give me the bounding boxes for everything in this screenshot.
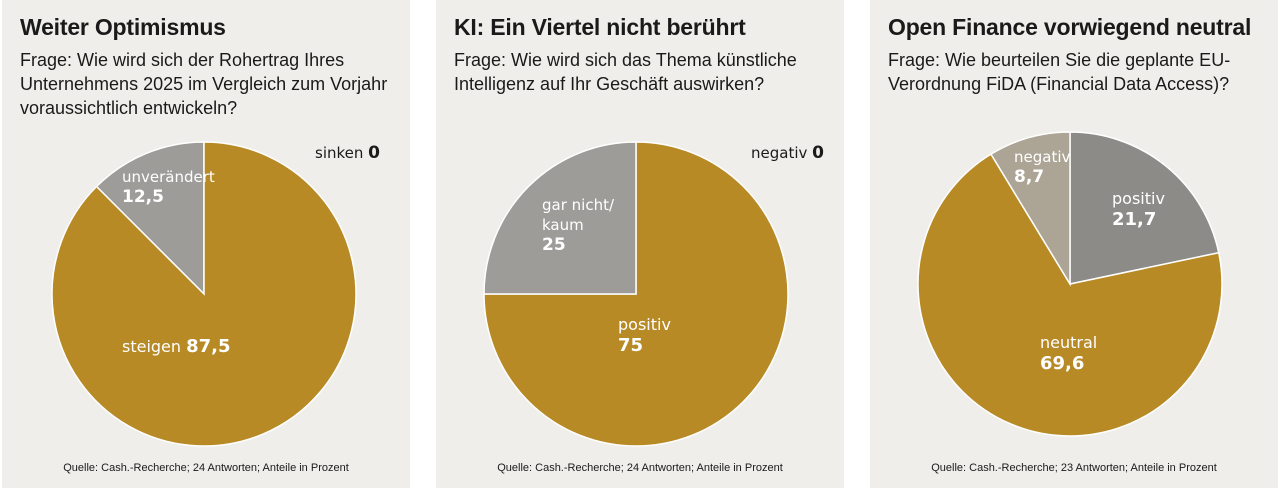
pie-chart: positiv 75 gar nicht/kaum 25 negativ 0 [483, 141, 824, 447]
source-note: Quelle: Cash.-Recherche; 24 Antworten; A… [63, 462, 349, 474]
chart-panel-3: Open Finance vorwiegend neutral Frage: W… [870, 0, 1278, 488]
pie-slice-positiv [1069, 131, 1220, 285]
pie-slice-positiv [483, 141, 789, 447]
slice-label: gar nicht/kaum 25 [542, 196, 615, 255]
chart-panel-2: KI: Ein Viertel nicht berührt Frage: Wie… [436, 0, 844, 488]
slice-label: negativ 0 [751, 143, 824, 163]
chart-title: Open Finance vorwiegend neutral [888, 14, 1252, 40]
slice-label: positiv 75 [618, 315, 671, 356]
source-note: Quelle: Cash.-Recherche; 23 Antworten; A… [931, 462, 1217, 474]
pie-slice-negativ [989, 131, 1071, 287]
pie-slice-unverändert [95, 141, 205, 296]
slice-label: positiv 21,7 [1112, 189, 1165, 230]
pie-slice-neutral [917, 153, 1223, 437]
pie-chart: steigen 87,5 unverändert 12,5 sinken 0 [51, 141, 380, 447]
slice-label: negativ 8,7 [1014, 148, 1070, 187]
slice-label: steigen 87,5 [122, 336, 231, 357]
chart-question: Frage: Wie beurteilen Sie die geplante E… [888, 50, 1231, 94]
pie-slice-steigen [51, 141, 357, 447]
chart-title: KI: Ein Viertel nicht berührt [454, 14, 746, 40]
chart-title: Weiter Optimismus [20, 14, 226, 40]
slice-label: sinken 0 [315, 143, 380, 163]
chart-question: Frage: Wie wird sich der Rohertrag Ihres… [20, 50, 388, 118]
source-note: Quelle: Cash.-Recherche; 24 Antworten; A… [497, 462, 783, 474]
pie-slice-gar-nicht-kaum [483, 141, 637, 295]
chart-panel-1: Weiter Optimismus Frage: Wie wird sich d… [2, 0, 410, 488]
slice-label: neutral 69,6 [1040, 333, 1097, 374]
pie-chart: positiv 21,7 neutral 69,6 negativ 8,7 [917, 131, 1223, 437]
slice-label: unverändert 12,5 [122, 168, 215, 207]
chart-question: Frage: Wie wird sich das Thema künstlich… [454, 50, 797, 94]
